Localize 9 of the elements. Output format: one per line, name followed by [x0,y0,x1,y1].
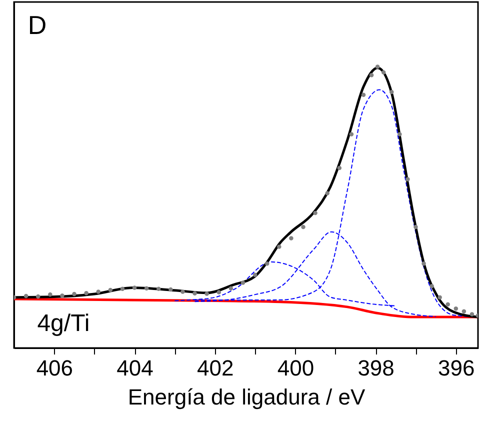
x-tick-label: 406 [36,356,74,380]
x-tick-label: 398 [358,356,394,380]
x-axis-title: Energía de ligadura / eV [128,384,366,410]
x-tick-label: 402 [197,356,234,380]
x-tick-label: 396 [438,356,475,380]
x-tick-label: 400 [277,356,314,380]
x-tick-label: 404 [116,356,154,380]
text: D [28,10,47,40]
annotation: 4g/Ti [37,310,90,337]
